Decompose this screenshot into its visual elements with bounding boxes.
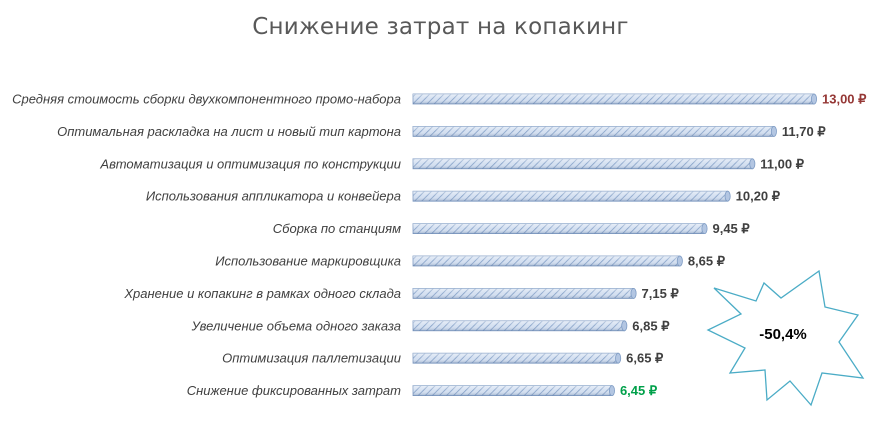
category-label: Сборка по станциям <box>273 221 401 236</box>
bars-layer <box>412 93 818 397</box>
value-label: 8,65 ₽ <box>688 254 726 269</box>
value-label: 11,70 ₽ <box>782 124 826 139</box>
starburst-shape <box>706 269 865 407</box>
bar <box>412 158 756 170</box>
value-label: 11,00 ₽ <box>760 156 804 171</box>
value-label: 6,65 ₽ <box>626 351 664 366</box>
starburst-annotation: -50,4% <box>706 269 865 407</box>
labels-layer: Средняя стоимость сборки двухкомпонентно… <box>12 92 867 399</box>
category-label: Оптимизация паллетизации <box>222 351 401 366</box>
chart-title: Снижение затрат на копакинг <box>252 14 629 40</box>
category-label: Использование маркировщика <box>215 254 401 269</box>
category-label: Оптимальная раскладка на лист и новый ти… <box>57 124 401 139</box>
category-label: Увеличение объема одного заказа <box>191 318 401 333</box>
value-label: 10,20 ₽ <box>736 189 781 204</box>
value-label: 7,15 ₽ <box>642 286 680 301</box>
bar <box>412 255 683 267</box>
value-label: 13,00 ₽ <box>822 92 867 107</box>
value-label: 6,45 ₽ <box>620 383 658 398</box>
bar <box>412 352 622 364</box>
value-label: 9,45 ₽ <box>712 221 750 236</box>
value-label: 6,85 ₽ <box>632 318 670 333</box>
bar <box>412 93 818 105</box>
category-label: Снижение фиксированных затрат <box>187 383 401 398</box>
bar <box>412 385 615 397</box>
bar <box>412 223 708 235</box>
category-label: Автоматизация и оптимизация по конструкц… <box>99 156 401 171</box>
bar <box>412 287 637 299</box>
category-label: Хранение и копакинг в рамках одного скла… <box>123 286 401 301</box>
category-label: Средняя стоимость сборки двухкомпонентно… <box>12 92 401 107</box>
bar <box>412 125 777 137</box>
category-label: Использования аппликатора и конвейера <box>146 189 401 204</box>
bar <box>412 320 628 332</box>
bar <box>412 190 731 202</box>
starburst-label: -50,4% <box>759 326 807 343</box>
